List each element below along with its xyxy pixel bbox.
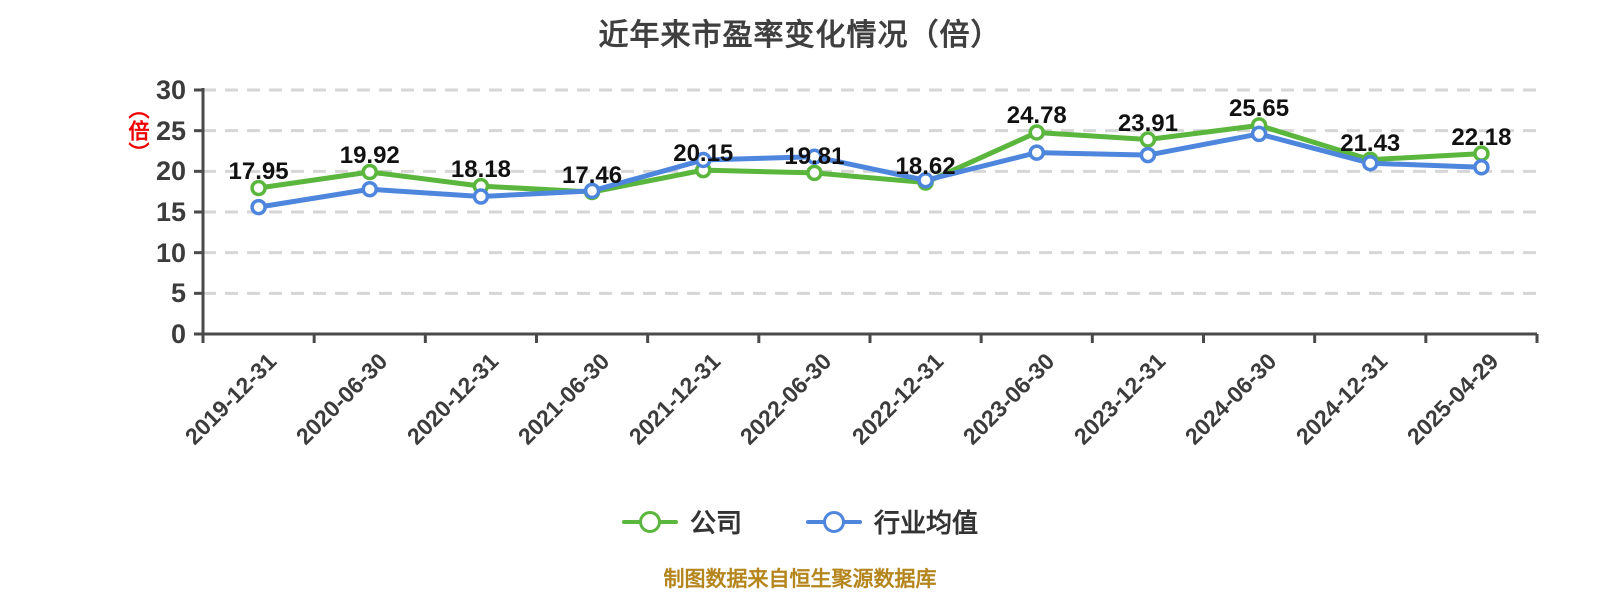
y-axis-tick-label: 25 [155, 115, 186, 146]
data-label: 23.91 [1117, 109, 1178, 137]
y-axis-tick-label: 0 [170, 319, 186, 349]
legend-label-company: 公司 [689, 508, 742, 538]
y-axis-tick-label: 5 [170, 278, 186, 309]
data-label: 25.65 [1229, 95, 1290, 123]
data-label: 19.81 [784, 142, 845, 170]
data-label: 17.95 [228, 158, 289, 185]
data-label: 19.92 [339, 141, 400, 169]
company-line-marker-icon [621, 510, 678, 533]
legend-label-industry-average: 行业均值 [874, 508, 979, 538]
data-source-note: 制图数据来自恒生聚源数据库 [663, 568, 937, 591]
data-label: 17.46 [562, 161, 623, 189]
data-label: 22.18 [1451, 123, 1512, 151]
data-label: 21.43 [1340, 129, 1401, 157]
chart-title: 近年来市盈率变化情况（倍） [598, 19, 1002, 52]
y-axis-tick-label: 10 [155, 237, 186, 268]
data-label: 18.18 [450, 156, 511, 184]
y-axis-tick-label: 30 [155, 75, 186, 105]
legend-item-industry-average[interactable]: 行业均值 [806, 503, 978, 540]
y-axis-unit-label: （倍） [126, 98, 149, 164]
data-label: 18.62 [895, 152, 956, 180]
data-label: 20.15 [673, 140, 734, 168]
data-label: 24.78 [1006, 102, 1067, 130]
y-axis-tick-label: 20 [155, 156, 186, 187]
legend-item-company[interactable]: 公司 [621, 503, 742, 540]
legend: 公司 行业均值 [0, 503, 1600, 540]
y-axis-tick-label: 15 [155, 197, 186, 227]
industry-line-marker-icon [806, 510, 862, 533]
